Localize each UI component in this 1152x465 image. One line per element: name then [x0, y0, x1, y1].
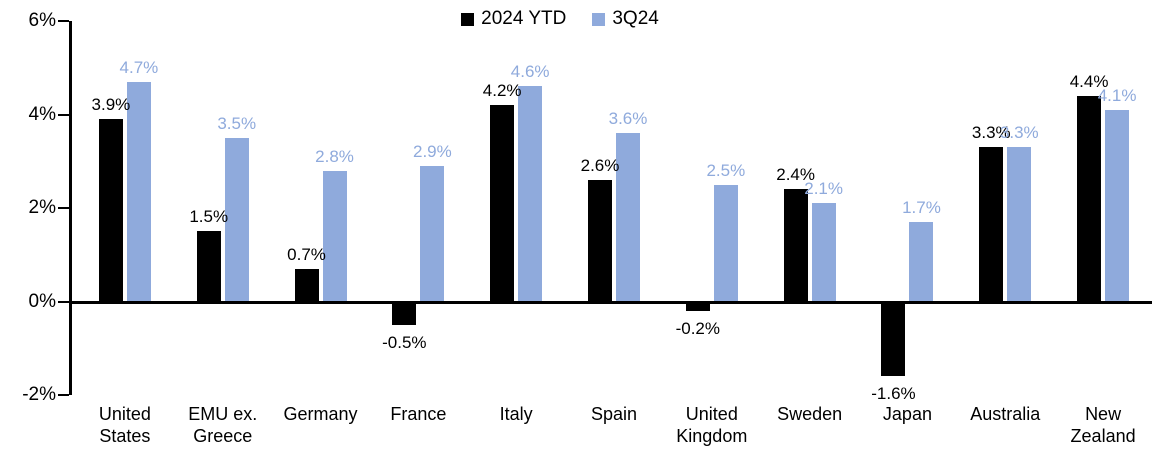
y-axis-tick-label: -2%	[22, 384, 56, 405]
y-axis-tick-mark	[58, 300, 69, 303]
bar-3q24	[518, 86, 543, 302]
bar-3q24	[811, 203, 836, 302]
bar-2024-ytd	[881, 301, 906, 377]
bar-3q24	[1105, 109, 1130, 302]
value-label-3q24: 3.5%	[217, 113, 257, 133]
category-label: Australia	[970, 404, 1041, 424]
category-label: Germany	[283, 404, 358, 424]
category-label: Italy	[499, 404, 533, 424]
value-label-2024-ytd: 2.4%	[776, 165, 815, 185]
value-label-2024-ytd: -1.6%	[871, 384, 916, 404]
value-label-3q24: 4.7%	[119, 57, 159, 77]
bar-2024-ytd	[196, 231, 221, 302]
bar-2024-ytd	[294, 268, 319, 302]
bar-2024-ytd	[490, 105, 515, 302]
value-label-2024-ytd: -0.5%	[382, 332, 427, 352]
category-label: Japan	[882, 404, 932, 424]
bar-3q24	[909, 222, 934, 302]
bar-2024-ytd	[392, 301, 417, 325]
legend-label-3q24: 3Q24	[612, 8, 659, 29]
y-axis-tick-label: 2%	[28, 197, 56, 218]
x-axis-zero-line	[69, 300, 1152, 304]
value-label-2024-ytd: 1.5%	[189, 207, 229, 227]
y-axis-tick-label: 6%	[28, 10, 56, 31]
bar-2024-ytd	[588, 179, 612, 302]
bar-2024-ytd	[685, 301, 710, 311]
legend-label-2024-ytd: 2024 YTD	[481, 8, 567, 29]
bar-2024-ytd	[98, 119, 123, 302]
value-label-3q24: 3.6%	[608, 109, 648, 129]
bar-2024-ytd	[1077, 95, 1102, 302]
category-label: United States	[98, 404, 151, 446]
y-axis-tick-mark	[58, 113, 69, 116]
category-label: France	[390, 404, 447, 424]
y-axis-line	[69, 21, 72, 395]
value-label-3q24: 1.7%	[902, 198, 941, 218]
value-label-2024-ytd: 4.2%	[482, 81, 522, 101]
legend-swatch-2024-ytd	[461, 12, 475, 26]
value-label-2024-ytd: -0.2%	[675, 318, 721, 338]
value-label-3q24: 4.6%	[510, 62, 550, 82]
bar-3q24	[1007, 147, 1032, 302]
bar-3q24	[322, 170, 347, 302]
value-label-3q24: 2.9%	[412, 141, 452, 161]
bar-3q24	[713, 184, 738, 302]
category-label: Spain	[590, 404, 638, 424]
bar-3q24	[616, 133, 640, 302]
bar-3q24	[224, 137, 249, 302]
category-label: Sweden	[777, 404, 843, 424]
y-axis-tick-mark	[58, 394, 69, 396]
legend-swatch-3q24	[592, 12, 606, 26]
legend-item-2024-ytd: 2024 YTD	[461, 8, 566, 30]
value-label-2024-ytd: 3.3%	[971, 123, 1011, 143]
y-axis-tick-label: 0%	[28, 290, 56, 312]
bar-3q24	[126, 81, 151, 302]
bar-3q24	[420, 165, 445, 302]
category-label: EMU ex. Greece	[188, 404, 258, 446]
value-label-3q24: 2.1%	[804, 179, 843, 199]
value-label-2024-ytd: 0.7%	[287, 244, 326, 264]
category-label: New Zealand	[1070, 404, 1136, 446]
value-label-3q24: 3.3%	[999, 123, 1039, 143]
y-axis-tick-label: 4%	[28, 103, 56, 125]
value-label-3q24: 4.1%	[1097, 85, 1137, 105]
category-label: United Kingdom	[676, 404, 748, 446]
bar-2024-ytd	[979, 147, 1004, 302]
value-label-2024-ytd: 4.4%	[1069, 71, 1109, 91]
y-axis-tick-mark	[58, 207, 69, 209]
value-label-2024-ytd: 3.9%	[91, 95, 131, 115]
legend-item-3q24: 3Q24	[592, 8, 659, 30]
legend: 2024 YTD 3Q24	[0, 8, 1120, 30]
value-label-3q24: 2.5%	[706, 160, 746, 180]
value-label-3q24: 2.8%	[315, 146, 354, 166]
bar-2024-ytd	[783, 189, 808, 302]
y-axis-tick-mark	[58, 20, 69, 22]
value-label-2024-ytd: 2.6%	[580, 155, 620, 175]
